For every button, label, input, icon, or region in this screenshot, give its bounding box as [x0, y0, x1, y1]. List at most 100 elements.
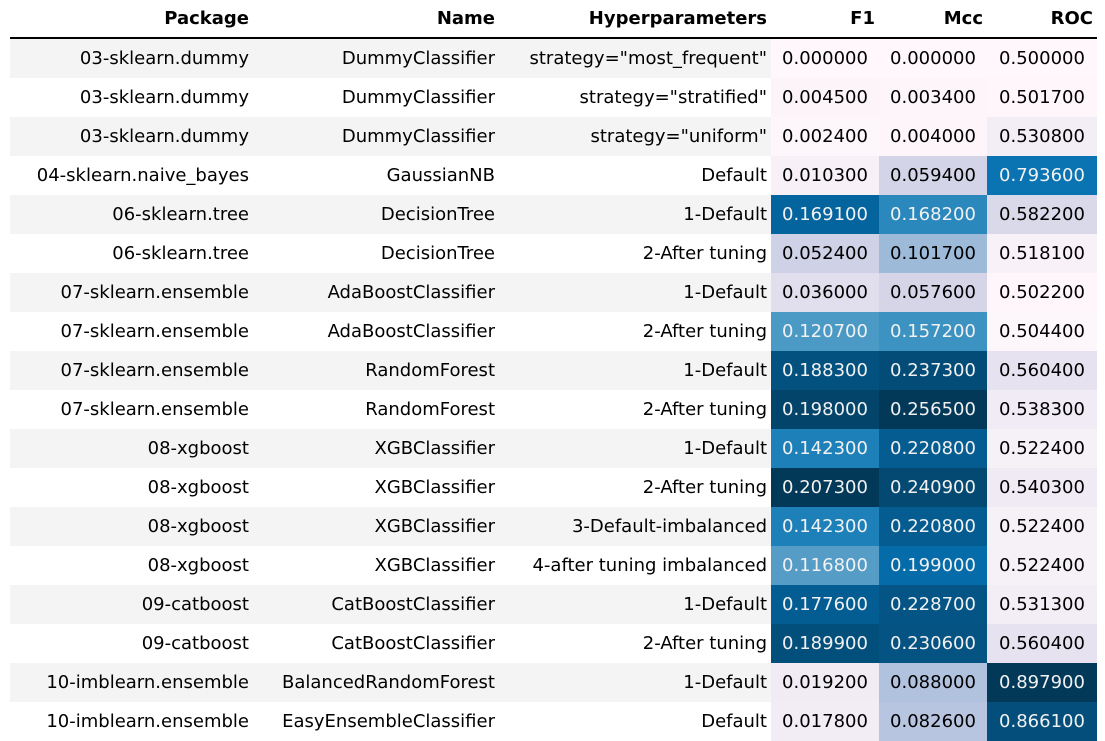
- table-row: 08-xgboost XGBClassifier 1-Default 0.142300…: [10, 429, 1097, 468]
- cell-f1: 0.142300: [771, 507, 879, 546]
- cell-hyperparameters: 2-After tuning: [499, 390, 771, 429]
- cell-mcc: 0.237300: [879, 351, 987, 390]
- cell-hyperparameters: strategy="stratified": [499, 78, 771, 117]
- table-row: 03-sklearn.dummy DummyClassifier strategy=…: [10, 38, 1097, 78]
- cell-mcc: 0.082600: [879, 702, 987, 741]
- cell-f1: 0.004500: [771, 78, 879, 117]
- cell-roc: 0.582200: [987, 195, 1097, 234]
- header-roc: ROC: [987, 0, 1097, 39]
- cell-name: XGBClassifier: [253, 546, 499, 585]
- cell-package: 03-sklearn.dummy: [10, 117, 253, 156]
- cell-f1: 0.052400: [771, 234, 879, 273]
- cell-hyperparameters: 2-After tuning: [499, 234, 771, 273]
- cell-mcc: 0.088000: [879, 663, 987, 702]
- cell-hyperparameters: 1-Default: [499, 429, 771, 468]
- cell-mcc: 0.057600: [879, 273, 987, 312]
- cell-roc: 0.518100: [987, 234, 1097, 273]
- cell-name: BalancedRandomForest: [253, 663, 499, 702]
- cell-roc: 0.560400: [987, 624, 1097, 663]
- cell-name: AdaBoostClassifier: [253, 273, 499, 312]
- table-row: 07-sklearn.ensemble AdaBoostClassifier 1-D…: [10, 273, 1097, 312]
- cell-mcc: 0.240900: [879, 468, 987, 507]
- cell-package: 07-sklearn.ensemble: [10, 312, 253, 351]
- header-mcc: Mcc: [879, 0, 987, 39]
- header-row: Package Name Hyperparameters F1 Mcc ROC: [10, 0, 1097, 39]
- cell-name: CatBoostClassifier: [253, 624, 499, 663]
- cell-name: RandomForest: [253, 351, 499, 390]
- cell-name: EasyEnsembleClassifier: [253, 702, 499, 741]
- table-row: 09-catboost CatBoostClassifier 2-After tun…: [10, 624, 1097, 663]
- cell-hyperparameters: 1-Default: [499, 195, 771, 234]
- table-row: 10-imblearn.ensemble EasyEnsembleClassifi…: [10, 702, 1097, 741]
- cell-hyperparameters: 1-Default: [499, 351, 771, 390]
- table-body: 03-sklearn.dummy DummyClassifier strategy=…: [10, 38, 1097, 741]
- cell-name: DummyClassifier: [253, 38, 499, 78]
- cell-mcc: 0.000000: [879, 38, 987, 78]
- cell-package: 07-sklearn.ensemble: [10, 351, 253, 390]
- cell-roc: 0.538300: [987, 390, 1097, 429]
- cell-roc: 0.866100: [987, 702, 1097, 741]
- table-row: 07-sklearn.ensemble RandomForest 1-Default…: [10, 351, 1097, 390]
- cell-package: 03-sklearn.dummy: [10, 38, 253, 78]
- cell-f1: 0.198000: [771, 390, 879, 429]
- cell-package: 09-catboost: [10, 585, 253, 624]
- cell-roc: 0.531300: [987, 585, 1097, 624]
- cell-hyperparameters: 2-After tuning: [499, 468, 771, 507]
- cell-f1: 0.036000: [771, 273, 879, 312]
- cell-mcc: 0.059400: [879, 156, 987, 195]
- cell-name: XGBClassifier: [253, 468, 499, 507]
- cell-roc: 0.540300: [987, 468, 1097, 507]
- header-hyperparameters: Hyperparameters: [499, 0, 771, 39]
- cell-roc: 0.501700: [987, 78, 1097, 117]
- cell-hyperparameters: Default: [499, 156, 771, 195]
- cell-name: GaussianNB: [253, 156, 499, 195]
- cell-f1: 0.177600: [771, 585, 879, 624]
- cell-hyperparameters: Default: [499, 702, 771, 741]
- table-row: 06-sklearn.tree DecisionTree 1-Default 0.16…: [10, 195, 1097, 234]
- cell-f1: 0.019200: [771, 663, 879, 702]
- cell-f1: 0.120700: [771, 312, 879, 351]
- cell-roc: 0.500000: [987, 38, 1097, 78]
- cell-package: 07-sklearn.ensemble: [10, 390, 253, 429]
- cell-mcc: 0.256500: [879, 390, 987, 429]
- cell-mcc: 0.199000: [879, 546, 987, 585]
- cell-name: DummyClassifier: [253, 117, 499, 156]
- cell-hyperparameters: 1-Default: [499, 273, 771, 312]
- cell-roc: 0.560400: [987, 351, 1097, 390]
- cell-package: 07-sklearn.ensemble: [10, 273, 253, 312]
- cell-roc: 0.530800: [987, 117, 1097, 156]
- cell-hyperparameters: 1-Default: [499, 663, 771, 702]
- cell-mcc: 0.168200: [879, 195, 987, 234]
- cell-name: XGBClassifier: [253, 507, 499, 546]
- cell-f1: 0.000000: [771, 38, 879, 78]
- cell-mcc: 0.004000: [879, 117, 987, 156]
- cell-package: 10-imblearn.ensemble: [10, 663, 253, 702]
- table-row: 08-xgboost XGBClassifier 3-Default-imbalan…: [10, 507, 1097, 546]
- cell-package: 10-imblearn.ensemble: [10, 702, 253, 741]
- cell-f1: 0.116800: [771, 546, 879, 585]
- results-table: Package Name Hyperparameters F1 Mcc ROC …: [10, 0, 1097, 741]
- cell-roc: 0.793600: [987, 156, 1097, 195]
- cell-package: 08-xgboost: [10, 468, 253, 507]
- cell-package: 06-sklearn.tree: [10, 234, 253, 273]
- cell-hyperparameters: 2-After tuning: [499, 312, 771, 351]
- table-row: 08-xgboost XGBClassifier 4-after tuning im…: [10, 546, 1097, 585]
- cell-f1: 0.188300: [771, 351, 879, 390]
- table-row: 09-catboost CatBoostClassifier 1-Default 0.…: [10, 585, 1097, 624]
- cell-mcc: 0.220800: [879, 507, 987, 546]
- cell-f1: 0.142300: [771, 429, 879, 468]
- cell-hyperparameters: 1-Default: [499, 585, 771, 624]
- cell-roc: 0.897900: [987, 663, 1097, 702]
- cell-package: 09-catboost: [10, 624, 253, 663]
- table-row: 06-sklearn.tree DecisionTree 2-After tunin…: [10, 234, 1097, 273]
- table-header: Package Name Hyperparameters F1 Mcc ROC: [10, 0, 1097, 39]
- cell-roc: 0.522400: [987, 546, 1097, 585]
- cell-f1: 0.189900: [771, 624, 879, 663]
- table-row: 03-sklearn.dummy DummyClassifier strategy=…: [10, 117, 1097, 156]
- cell-roc: 0.504400: [987, 312, 1097, 351]
- header-package: Package: [10, 0, 253, 39]
- cell-mcc: 0.230600: [879, 624, 987, 663]
- cell-package: 08-xgboost: [10, 507, 253, 546]
- table-row: 07-sklearn.ensemble AdaBoostClassifier 2-A…: [10, 312, 1097, 351]
- cell-package: 04-sklearn.naive_bayes: [10, 156, 253, 195]
